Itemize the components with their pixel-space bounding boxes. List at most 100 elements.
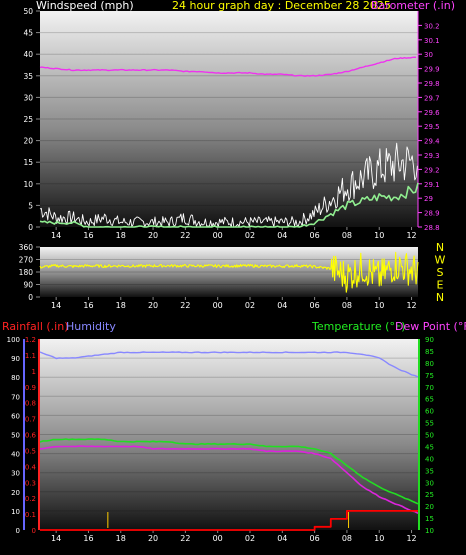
windspeed-tick-label: 35 [23,72,33,81]
x-tick-label: 16 [83,231,93,240]
temperature-tick-label: 85 [425,348,434,356]
x-tick-label: 18 [116,534,126,543]
barometer-tick-label: 28.9 [424,210,440,218]
x-tick-label: 00 [213,301,223,310]
temperature-tick-label: 60 [425,408,434,416]
compass-label: E [437,279,444,292]
rain-humidity-plot-area [40,339,418,530]
x-tick-label: 08 [342,231,352,240]
dewpoint-series [39,445,419,515]
x-tick-label: 06 [310,231,320,240]
barometer-tick-label: 29.9 [424,66,440,74]
humidity-tick-label: 100 [7,336,20,344]
windspeed-tick-label: 45 [23,29,33,38]
x-tick-label: 00 [213,231,223,240]
temperature-tick-label: 75 [425,372,434,380]
temperature-tick-label: 40 [425,455,434,463]
windspeed-tick-label: 20 [23,137,33,146]
temperature-tick-label: 10 [425,527,434,535]
barometer-tick-label: 30 [424,51,433,59]
temperature-tick-label: 50 [425,432,434,440]
temperature-tick-label: 20 [425,503,434,511]
x-tick-label: 04 [277,301,287,310]
rainfall-series [40,509,418,531]
x-tick-label: 08 [342,301,352,310]
x-tick-label: 04 [277,534,287,543]
x-tick-label: 10 [374,534,384,543]
windspeed-tick-label: 5 [28,201,33,210]
rainfall-tick-label: 0.3 [25,479,36,487]
rainfall-tick-label: 0.1 [25,511,36,519]
windspeed-tick-label: 50 [23,7,33,16]
windspeed-tick-label: 0 [28,223,33,232]
x-tick-label: 12 [406,231,416,240]
humidity-tick-label: 50 [11,432,20,440]
graph-title: 24 hour graph day : December 28 2025 [172,0,391,12]
temperature-legend: Temperature (°F) [311,320,406,333]
humidity-tick-label: 30 [11,470,20,478]
x-tick-label: 16 [83,534,93,543]
temperature-tick-label: 45 [425,443,434,451]
humidity-tick-label: 60 [11,412,20,420]
x-tick-label: 10 [374,301,384,310]
rainfall-tick-label: 0.2 [25,495,36,503]
x-tick-label: 20 [148,534,158,543]
humidity-tick-label: 0 [16,527,20,535]
direction-tick-label: 90 [23,281,33,290]
humidity-tick-label: 40 [11,451,20,459]
rainfall-tick-label: 0.8 [25,400,36,408]
x-tick-label: 12 [406,301,416,310]
windspeed-series [39,142,418,228]
wind-baro-chart: 0 5 10 15 20 25 30 35 40 45 50 28.8 28.9 29 29.1 29.2 29… [23,7,440,240]
rainfall-tick-label: 0.5 [25,447,36,455]
x-tick-label: 06 [310,301,320,310]
temperature-tick-label: 70 [425,384,434,392]
x-tick-label: 02 [245,534,255,543]
x-tick-label: 08 [342,534,352,543]
barometer-tick-label: 29 [424,195,433,203]
rain-humidity-temp-chart: 010203040506070809010000.10.20.30.40.50.… [7,336,434,543]
barometer-series [39,56,417,77]
barometer-tick-label: 30.2 [424,22,440,30]
humidity-tick-label: 20 [11,489,20,497]
dewpoint-legend: Dew Point (°F) [395,320,466,333]
barometer-tick-label: 29.8 [424,80,440,88]
rainfall-tick-label: 0.6 [25,432,37,440]
compass-label: N [436,241,444,254]
rainfall-tick-label: 0.7 [25,416,36,424]
x-tick-label: 02 [245,231,255,240]
x-tick-label: 04 [277,231,287,240]
compass-label: S [437,266,444,279]
wind-direction-series [39,251,419,293]
x-tick-label: 00 [213,534,223,543]
rainfall-tick-label: 1 [32,368,36,376]
wind-title: Windspeed (mph) [36,0,134,12]
x-tick-label: 06 [310,534,320,543]
x-tick-label: 14 [51,534,61,543]
compass-label: N [436,291,444,304]
barometer-tick-label: 29.1 [424,181,440,189]
rainfall-tick-label: 0.9 [25,384,36,392]
direction-tick-label: 0 [28,293,33,302]
barometer-tick-label: 30.1 [424,37,440,45]
barometer-title: Barometer (.in) [371,0,455,12]
humidity-tick-label: 70 [11,393,20,401]
humidity-tick-label: 10 [11,508,20,516]
x-tick-label: 18 [116,231,126,240]
humidity-series [39,351,419,378]
barometer-tick-label: 29.6 [424,109,440,117]
x-tick-label: 20 [148,301,158,310]
windspeed-tick-label: 10 [23,180,33,189]
temperature-tick-label: 25 [425,491,434,499]
x-tick-label: 14 [51,231,61,240]
rainfall-tick-label: 1.2 [25,336,36,344]
temperature-tick-label: 80 [425,360,434,368]
x-tick-label: 22 [180,301,190,310]
temperature-series [39,438,419,505]
humidity-legend: Humidity [66,320,116,333]
temperature-tick-label: 65 [425,396,434,404]
barometer-tick-label: 29.7 [424,94,440,102]
x-tick-label: 14 [51,301,61,310]
